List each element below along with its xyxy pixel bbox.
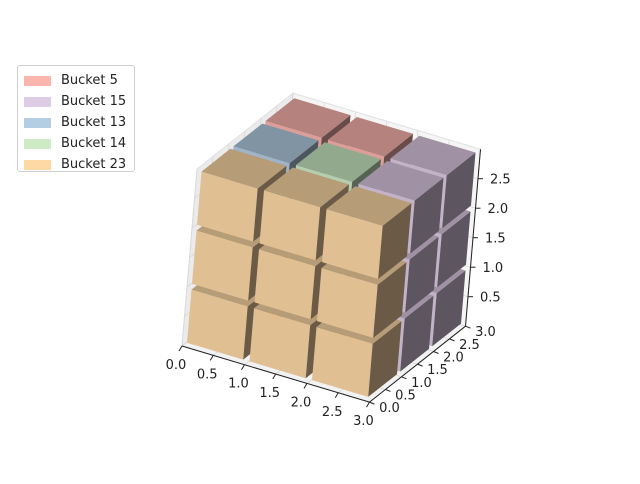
legend: Bucket 5 Bucket 15 Bucket 13 Bucket 14 Bucke… [17,65,135,172]
x-tick [303,383,308,389]
cube-front-face [312,327,373,397]
x-tick [366,401,370,408]
x-tick [209,355,214,361]
legend-swatch [24,117,51,128]
legend-item: Bucket 15 [24,91,128,112]
z-tick-label: 1.5 [485,232,506,247]
legend-swatch [24,75,51,86]
cube-top-face [264,167,349,208]
cube-front-face [322,209,383,279]
x-tick-label: 2.0 [291,395,312,410]
legend-item: Bucket 23 [24,154,128,175]
cube-front-face [259,190,321,261]
x-tick [334,392,339,399]
cube-front-face [317,268,378,338]
legend-item: Bucket 14 [24,133,128,154]
y-tick [369,401,375,405]
cube-top-face [296,142,381,182]
cube-front-face [192,230,253,301]
z-tick-label: 2.0 [488,202,509,217]
cube-right-face [405,236,439,313]
tick-labels: 0.00.51.01.52.02.53.00.00.51.01.52.02.53… [166,173,511,429]
legend-item: Bucket 5 [24,70,128,91]
cube-right-face [410,177,444,254]
y-tick-label: 1.5 [427,363,448,378]
legend-label: Bucket 15 [61,94,127,109]
cube-top-face [233,123,319,164]
cube-front-face [197,171,258,242]
cube-right-face [368,321,402,397]
x-tick-label: 2.5 [322,405,343,420]
legend-label: Bucket 14 [61,136,127,151]
cube-top-face [328,117,413,157]
cubes [187,98,476,397]
legend-item: Bucket 13 [24,112,128,133]
cube-right-face [378,203,412,279]
z-tick-label: 2.5 [490,173,511,188]
cube-top-face [326,186,412,226]
cube-front-face [254,249,316,320]
cube-top-face [265,98,351,138]
y-tick [465,325,471,329]
y-tick [433,351,439,354]
cube-top-face [358,161,444,201]
x-tick-label: 0.5 [197,367,218,382]
cube-right-face [437,211,471,288]
cube-bucket-23 [322,186,412,279]
x-tick-label: 1.5 [259,386,280,401]
x-tick [272,373,277,380]
y-tick-label: 0.0 [379,401,400,416]
legend-label: Bucket 23 [61,157,127,172]
cube-right-face [442,152,476,229]
cube-right-face [432,270,466,347]
legend-swatch [24,138,51,149]
y-tick [417,363,423,367]
cube-right-face [400,295,434,372]
cube-front-face [249,308,311,379]
z-tick-label: 0.5 [480,291,501,306]
x-tick-label: 3.0 [353,414,374,429]
cube-front-face [187,289,248,360]
y-tick-label: 0.5 [395,388,416,403]
y-tick-label: 1.0 [411,376,432,391]
y-tick-label: 2.5 [459,338,480,353]
cube-top-face [201,148,287,189]
x-tick [178,345,183,352]
z-tick-label: 1.0 [483,261,504,276]
y-tick [385,388,391,392]
legend-label: Bucket 5 [61,73,118,88]
x-tick-label: 1.0 [228,377,249,392]
y-tick-label: 3.0 [475,325,496,340]
cube-right-face [373,262,407,338]
cube-top-face [390,135,476,176]
legend-swatch [24,96,51,107]
y-tick [449,338,455,342]
y-tick [401,376,407,380]
legend-label: Bucket 13 [61,115,127,130]
x-tick-label: 0.0 [166,358,187,373]
y-tick-label: 2.0 [443,351,464,366]
x-tick [241,364,245,370]
legend-swatch [24,159,51,170]
